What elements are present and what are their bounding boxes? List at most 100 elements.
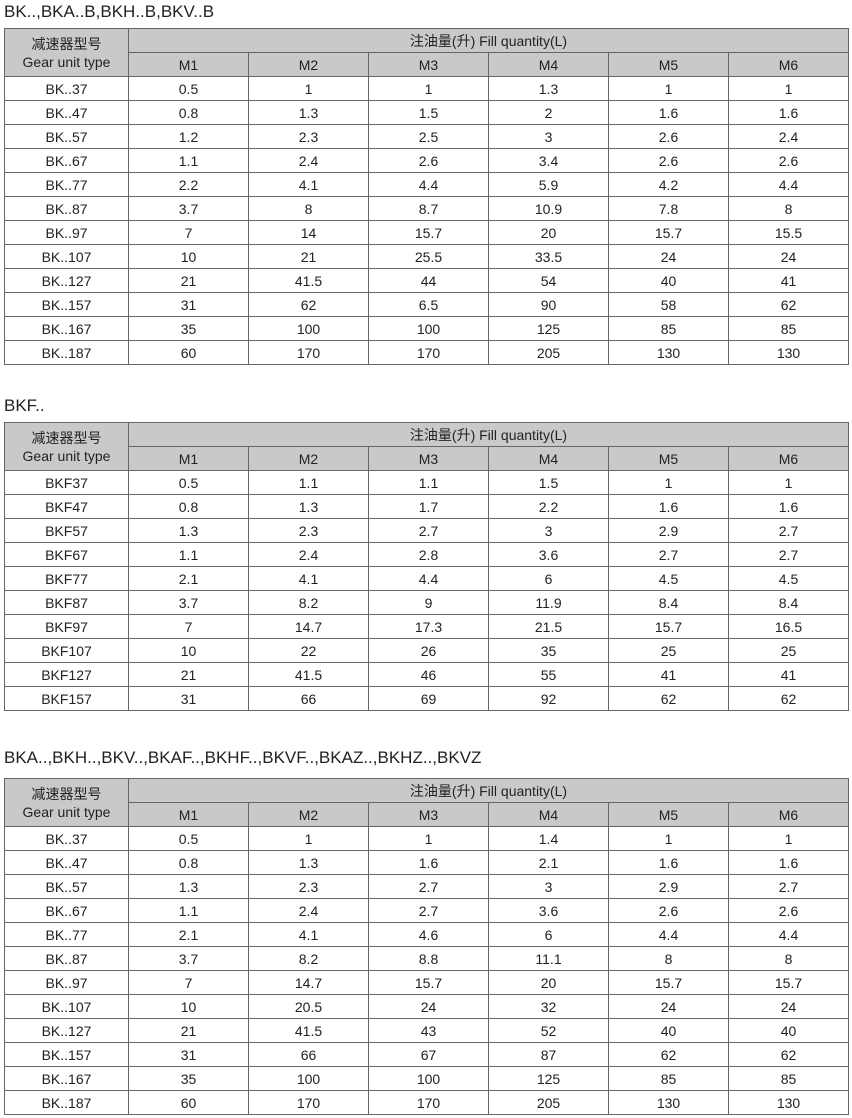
table-row: BK..57 1.3 2.3 2.7 3 2.9 2.7 xyxy=(4,874,849,899)
fill-value: 3.6 xyxy=(488,898,609,923)
fill-value: 67 xyxy=(368,1042,489,1067)
gear-unit-type: BK..157 xyxy=(4,292,129,317)
fill-value: 2 xyxy=(488,100,609,125)
table-row: BK..67 1.1 2.4 2.6 3.4 2.6 2.6 xyxy=(4,148,849,173)
fill-value: 43 xyxy=(368,1018,489,1043)
mounting-position-header: M3 xyxy=(368,52,489,77)
fill-value: 41 xyxy=(728,268,849,293)
fill-value: 10 xyxy=(128,994,249,1019)
fill-value: 2.6 xyxy=(368,148,489,173)
fill-value: 8.4 xyxy=(728,590,849,615)
table-row: BK..87 3.7 8.2 8.8 11.1 8 8 xyxy=(4,946,849,971)
gear-unit-type-header: 减速器型号 Gear unit type xyxy=(4,28,129,77)
mounting-position-header: M3 xyxy=(368,446,489,471)
fill-value: 15.7 xyxy=(368,970,489,995)
fill-value: 4.1 xyxy=(248,922,369,947)
fill-value: 58 xyxy=(608,292,729,317)
mounting-position-header: M5 xyxy=(608,446,729,471)
gear-unit-type: BK..87 xyxy=(4,196,129,221)
fill-value: 20 xyxy=(488,970,609,995)
fill-value: 6 xyxy=(488,566,609,591)
fill-value: 3.7 xyxy=(128,946,249,971)
fill-value: 40 xyxy=(728,1018,849,1043)
table-row: BK..47 0.8 1.3 1.6 2.1 1.6 1.6 xyxy=(4,850,849,875)
fill-value: 1.1 xyxy=(128,148,249,173)
table-title: BKA..,BKH..,BKV..,BKAF..,BKHF..,BKVF..,B… xyxy=(4,748,482,767)
fill-value: 8 xyxy=(248,196,369,221)
fill-value: 69 xyxy=(368,686,489,711)
fill-value: 4.1 xyxy=(248,566,369,591)
fill-value: 9 xyxy=(368,590,489,615)
fill-value: 85 xyxy=(728,316,849,341)
fill-value: 41 xyxy=(728,662,849,687)
fill-value: 2.6 xyxy=(728,148,849,173)
fill-value: 5.9 xyxy=(488,172,609,197)
gear-unit-type: BK..187 xyxy=(4,340,129,365)
table-row: BKF127 21 41.5 46 55 41 41 xyxy=(4,662,849,687)
fill-value: 8.2 xyxy=(248,946,369,971)
mounting-position-header: M5 xyxy=(608,802,729,827)
fill-value: 21 xyxy=(248,244,369,269)
fill-value: 100 xyxy=(248,316,369,341)
fill-value: 8.7 xyxy=(368,196,489,221)
gear-unit-type: BK..77 xyxy=(4,172,129,197)
gear-unit-type: BKF87 xyxy=(4,590,129,615)
fill-value: 16.5 xyxy=(728,614,849,639)
fill-value: 40 xyxy=(608,1018,729,1043)
fill-value: 31 xyxy=(128,686,249,711)
fill-value: 0.8 xyxy=(128,100,249,125)
fill-value: 55 xyxy=(488,662,609,687)
fill-value: 170 xyxy=(248,340,369,365)
gear-unit-type: BKF77 xyxy=(4,566,129,591)
fill-value: 15.7 xyxy=(368,220,489,245)
fill-value: 100 xyxy=(368,1066,489,1091)
table-row: BK..107 10 20.5 24 32 24 24 xyxy=(4,994,849,1019)
gear-unit-type: BK..57 xyxy=(4,874,129,899)
fill-value: 4.4 xyxy=(728,172,849,197)
fill-value: 62 xyxy=(608,686,729,711)
fill-value: 8 xyxy=(608,946,729,971)
fill-value: 10 xyxy=(128,638,249,663)
fill-value: 15.7 xyxy=(728,970,849,995)
fill-value: 2.3 xyxy=(248,124,369,149)
gear-unit-type: BK..37 xyxy=(4,76,129,101)
fill-value: 15.7 xyxy=(608,220,729,245)
fill-value: 130 xyxy=(728,1090,849,1115)
fill-value: 4.5 xyxy=(608,566,729,591)
mounting-position-header: M2 xyxy=(248,52,369,77)
fill-value: 60 xyxy=(128,1090,249,1115)
table-title: BK..,BKA..B,BKH..B,BKV..B xyxy=(4,2,215,21)
gear-unit-type: BKF107 xyxy=(4,638,129,663)
fill-value: 20.5 xyxy=(248,994,369,1019)
fill-value: 6 xyxy=(488,922,609,947)
fill-value: 35 xyxy=(488,638,609,663)
fill-value: 1.3 xyxy=(128,518,249,543)
fill-value: 87 xyxy=(488,1042,609,1067)
fill-value: 125 xyxy=(488,1066,609,1091)
mounting-position-header: M1 xyxy=(128,446,249,471)
fill-value: 15.7 xyxy=(608,970,729,995)
fill-value: 32 xyxy=(488,994,609,1019)
fill-value: 2.7 xyxy=(368,518,489,543)
fill-value: 2.6 xyxy=(608,148,729,173)
mounting-position-header: M6 xyxy=(728,52,849,77)
table-row: BK..187 60 170 170 205 130 130 xyxy=(4,1090,849,1115)
fill-value: 66 xyxy=(248,1042,369,1067)
mounting-position-header: M4 xyxy=(488,446,609,471)
fill-value: 31 xyxy=(128,1042,249,1067)
gear-unit-type: BK..187 xyxy=(4,1090,129,1115)
fill-value: 4.4 xyxy=(608,922,729,947)
mounting-position-header: M6 xyxy=(728,446,849,471)
gear-unit-type: BK..97 xyxy=(4,970,129,995)
fill-value: 2.3 xyxy=(248,518,369,543)
fill-value: 2.5 xyxy=(368,124,489,149)
fill-value: 1 xyxy=(368,76,489,101)
fill-value: 0.8 xyxy=(128,850,249,875)
mounting-position-header: M1 xyxy=(128,802,249,827)
fill-value: 41.5 xyxy=(248,268,369,293)
gear-unit-type: BK..67 xyxy=(4,898,129,923)
table-row: BKF107 10 22 26 35 25 25 xyxy=(4,638,849,663)
fill-value: 1.1 xyxy=(128,542,249,567)
fill-value: 20 xyxy=(488,220,609,245)
fill-value: 22 xyxy=(248,638,369,663)
